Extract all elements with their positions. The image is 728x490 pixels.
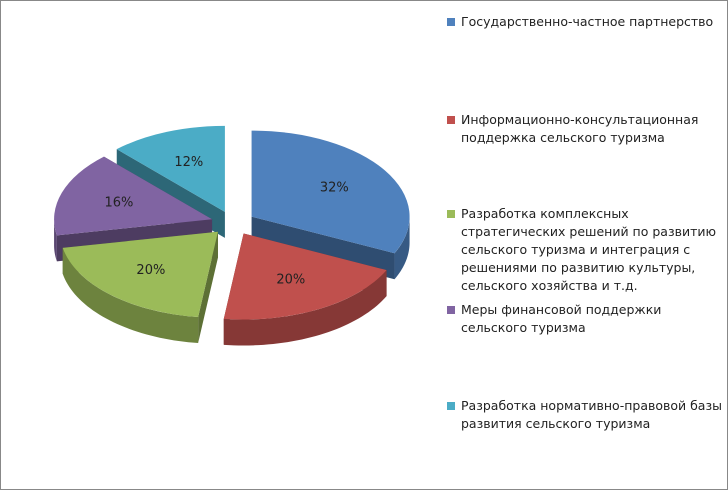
slice-side <box>62 247 199 344</box>
data-label: 16% <box>104 195 133 210</box>
legend-swatch <box>447 210 455 218</box>
legend-label: Разработка комплексных стратегических ре… <box>461 206 717 293</box>
legend-label: Информационно-консультационная поддержка… <box>461 112 699 145</box>
legend-item: Разработка нормативно-правовой базы разв… <box>447 397 726 433</box>
legend-swatch <box>447 116 455 124</box>
data-label: 20% <box>136 263 165 278</box>
legend-swatch <box>447 306 455 314</box>
legend-label: Меры финансовой поддержки сельского тури… <box>461 302 662 335</box>
data-label: 32% <box>320 181 349 196</box>
legend-label: Государственно-частное партнерство <box>461 14 714 29</box>
legend-item: Государственно-частное партнерство <box>447 13 726 31</box>
slice <box>54 156 213 236</box>
data-label: 12% <box>174 155 203 170</box>
slice-side <box>198 231 218 344</box>
data-label: 20% <box>276 273 305 288</box>
legend-label: Разработка нормативно-правовой базы разв… <box>461 398 722 431</box>
slice <box>116 125 225 212</box>
legend-item: Информационно-консультационная поддержка… <box>447 111 726 147</box>
slice-side <box>394 216 410 280</box>
legend-swatch <box>447 402 455 410</box>
legend-item: Меры финансовой поддержки сельского тури… <box>447 301 726 337</box>
slice <box>62 231 218 318</box>
slice <box>223 233 387 320</box>
slice <box>251 130 410 254</box>
pie-plot: 32% 20% 20% 16% 12% <box>54 125 410 346</box>
legend-swatch <box>447 18 455 26</box>
legend-item: Разработка комплексных стратегических ре… <box>447 205 726 295</box>
slice-side <box>54 219 57 262</box>
slice-side <box>223 270 387 346</box>
